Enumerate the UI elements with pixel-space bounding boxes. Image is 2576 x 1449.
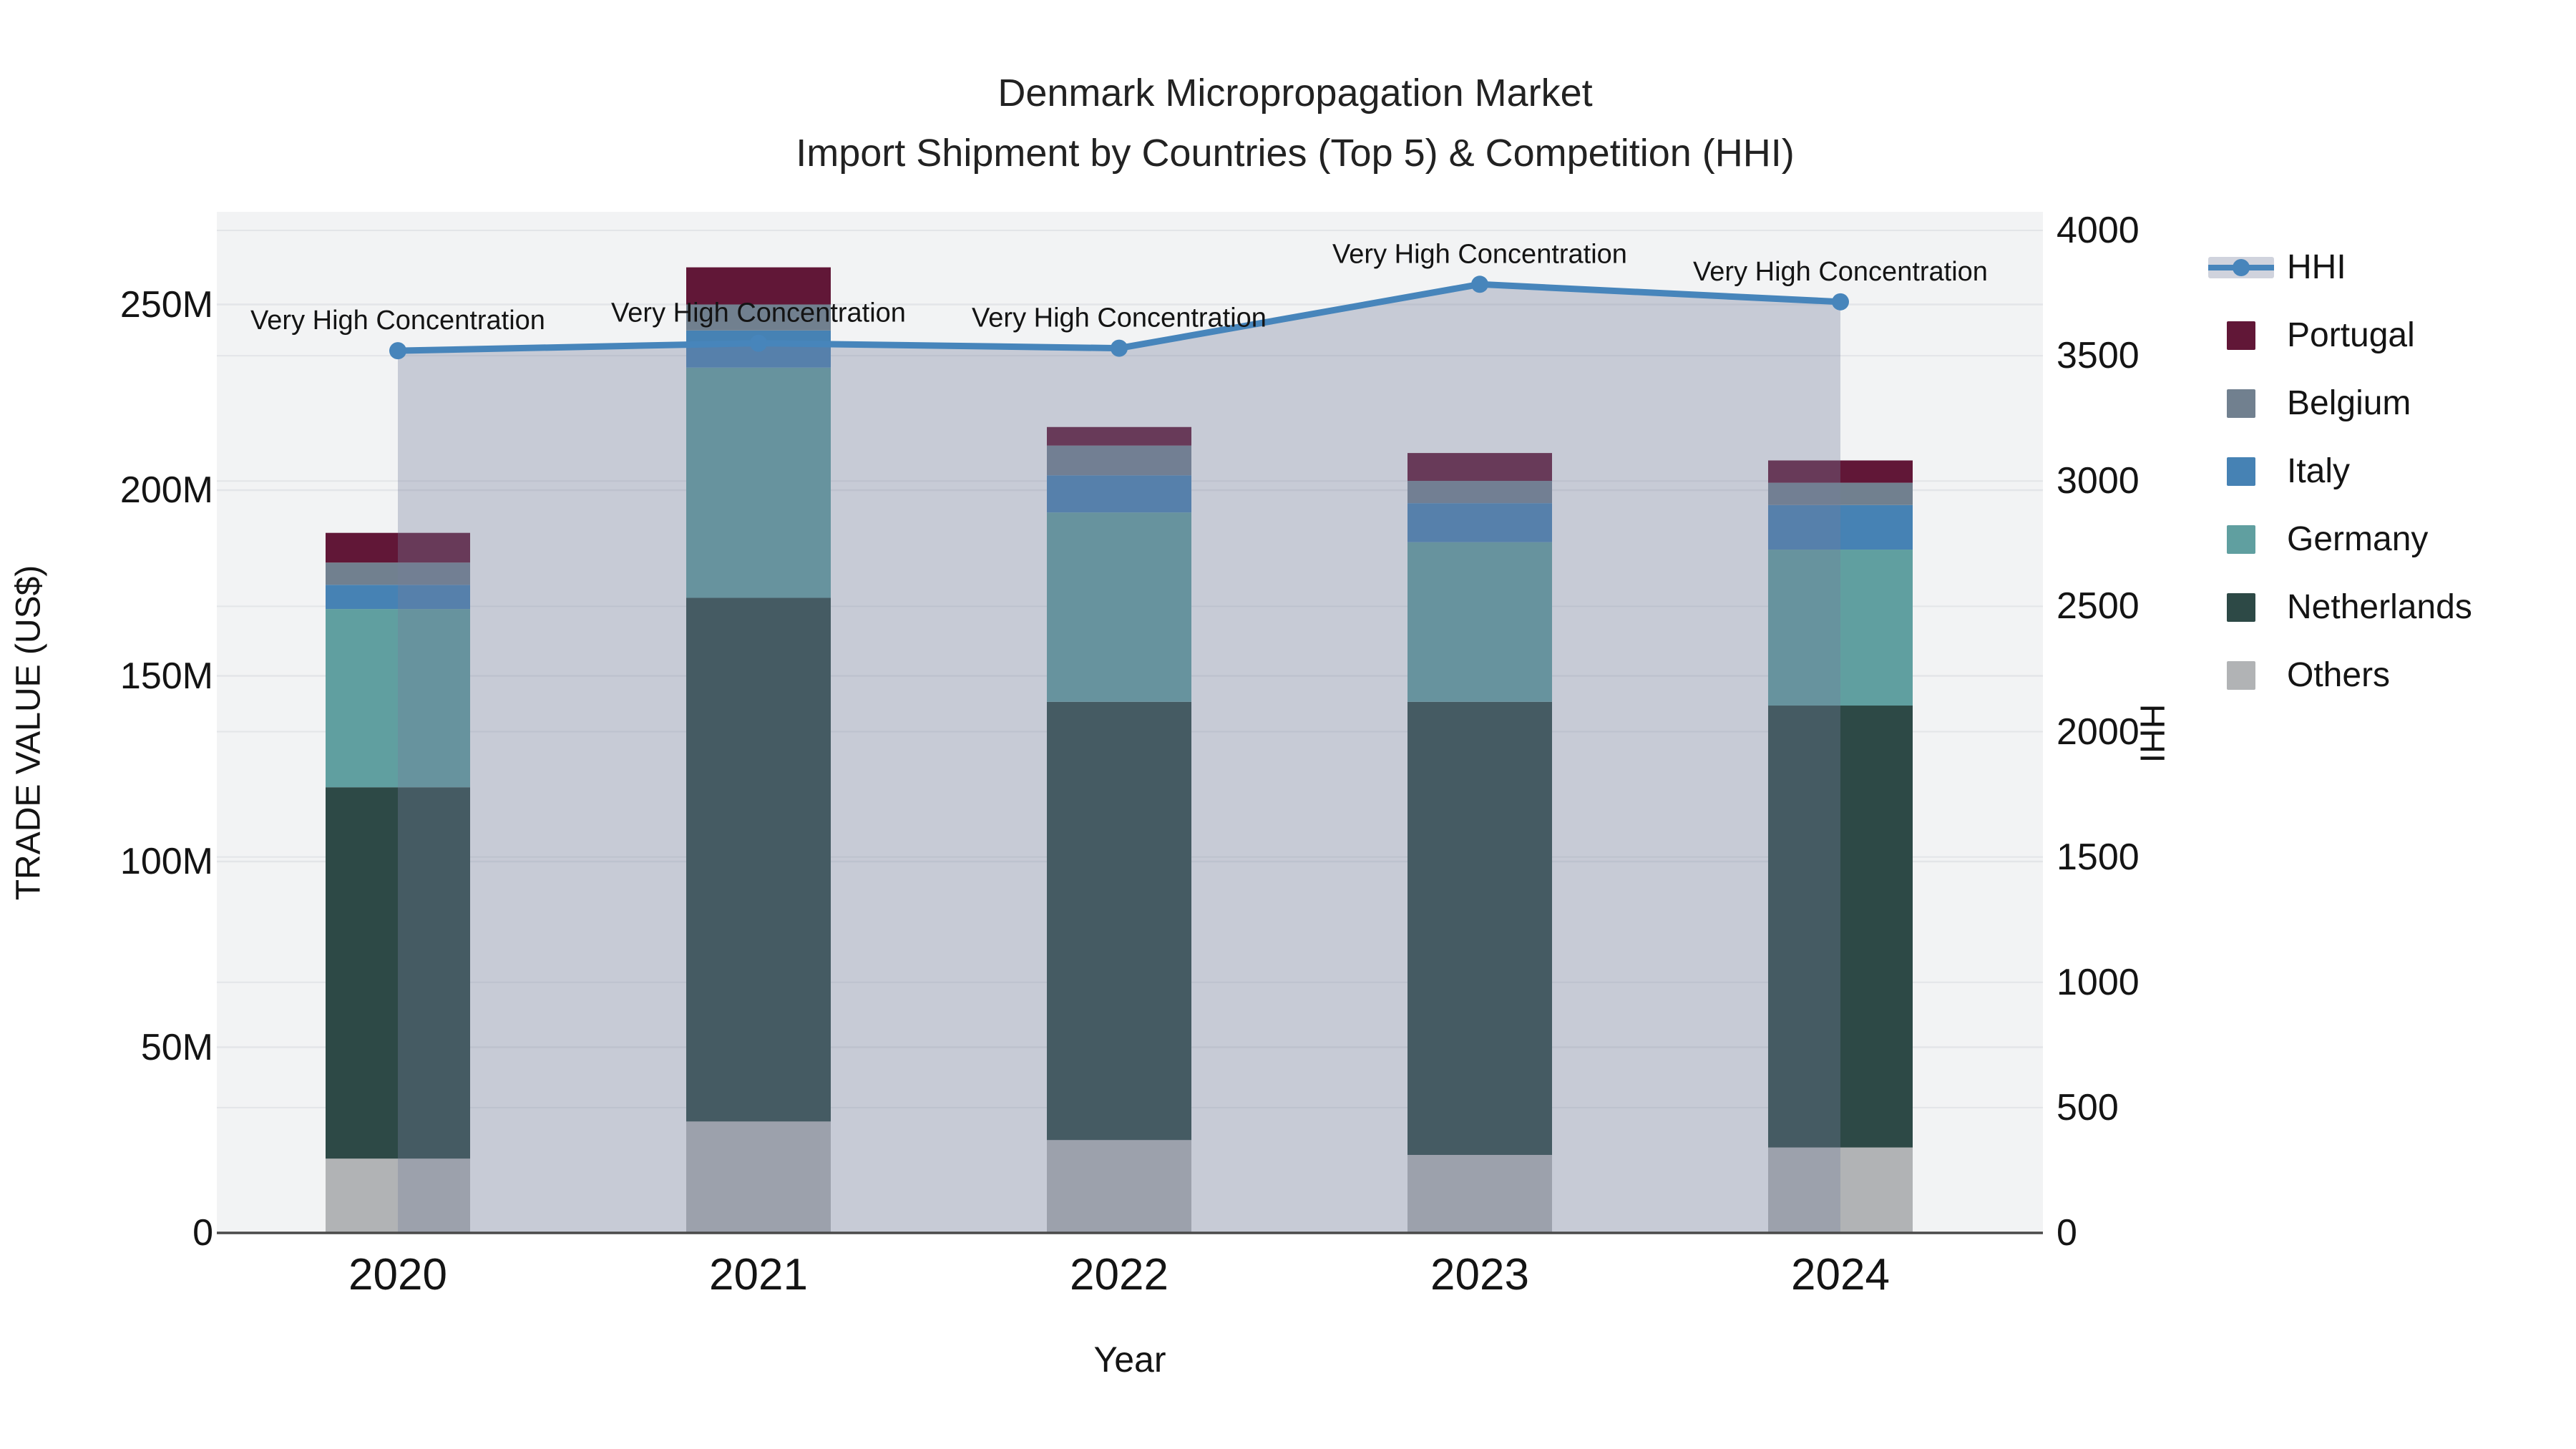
bar-2023-portugal[interactable] bbox=[1407, 453, 1552, 482]
bar-2024-italy[interactable] bbox=[1768, 504, 1913, 550]
y-right-tick-2000: 2000 bbox=[2057, 711, 2140, 753]
bar-2022-others[interactable] bbox=[1047, 1140, 1191, 1233]
bar-2024-portugal[interactable] bbox=[1768, 460, 1913, 483]
chart-title-line1: Denmark Micropropagation Market bbox=[997, 72, 1593, 114]
bar-2023-germany[interactable] bbox=[1407, 542, 1552, 702]
y-left-tick-200M: 200M bbox=[119, 469, 213, 511]
hhi-marker-2023[interactable] bbox=[1471, 275, 1488, 293]
legend-label-italy: Italy bbox=[2287, 452, 2351, 490]
legend-label-hhi: HHI bbox=[2287, 248, 2346, 286]
legend-label-others: Others bbox=[2287, 656, 2391, 694]
bar-2021-belgium[interactable] bbox=[686, 304, 831, 331]
x-tick-2021: 2021 bbox=[709, 1250, 808, 1299]
hhi-area-fill bbox=[398, 284, 1840, 1233]
annotation-2020: Very High Concentration bbox=[250, 306, 545, 336]
bar-2020-germany[interactable] bbox=[326, 609, 470, 788]
y-right-tick-3500: 3500 bbox=[2057, 335, 2140, 377]
annotation-2022: Very High Concentration bbox=[972, 303, 1267, 333]
bar-2024-others[interactable] bbox=[1768, 1147, 1913, 1233]
y-right-tick-0: 0 bbox=[2057, 1212, 2077, 1254]
legend-label-portugal: Portugal bbox=[2287, 316, 2415, 354]
legend-item-belgium[interactable]: Belgium bbox=[2208, 369, 2472, 437]
y-axis-left-title: TRADE VALUE (US$) bbox=[9, 565, 48, 901]
bar-2022-germany[interactable] bbox=[1047, 512, 1191, 702]
hhi-marker-2022[interactable] bbox=[1111, 339, 1128, 357]
legend-item-portugal[interactable]: Portugal bbox=[2208, 301, 2472, 369]
bar-2021-netherlands[interactable] bbox=[686, 597, 831, 1122]
bar-2023-others[interactable] bbox=[1407, 1155, 1552, 1233]
chart-title: Denmark Micropropagation Market Import S… bbox=[0, 63, 2576, 183]
legend-color-swatch-icon bbox=[2208, 592, 2274, 622]
annotation-2021: Very High Concentration bbox=[611, 298, 906, 328]
legend-label-germany: Germany bbox=[2287, 520, 2429, 558]
bar-2022-netherlands[interactable] bbox=[1047, 701, 1191, 1141]
y-right-tick-4000: 4000 bbox=[2057, 210, 2140, 251]
legend-item-others[interactable]: Others bbox=[2208, 641, 2472, 709]
legend-color-swatch-icon bbox=[2208, 457, 2274, 486]
bar-2024-germany[interactable] bbox=[1768, 550, 1913, 706]
bar-2022-italy[interactable] bbox=[1047, 475, 1191, 513]
hhi-marker-2020[interactable] bbox=[389, 342, 406, 360]
legend: HHI Portugal Belgium Italy Germany Netherland… bbox=[2208, 233, 2472, 709]
x-tick-2024: 2024 bbox=[1791, 1250, 1890, 1299]
bar-2023-belgium[interactable] bbox=[1407, 481, 1552, 504]
hhi-marker-2024[interactable] bbox=[1832, 293, 1849, 311]
legend-item-hhi[interactable]: HHI bbox=[2208, 233, 2472, 301]
bar-2020-belgium[interactable] bbox=[326, 562, 470, 585]
bar-2023-netherlands[interactable] bbox=[1407, 701, 1552, 1156]
y-right-tick-1000: 1000 bbox=[2057, 961, 2140, 1003]
bar-2021-portugal[interactable] bbox=[686, 267, 831, 305]
legend-label-netherlands: Netherlands bbox=[2287, 588, 2472, 626]
y-right-tick-1500: 1500 bbox=[2057, 836, 2140, 878]
y-left-tick-0: 0 bbox=[192, 1212, 213, 1254]
y-left-tick-100M: 100M bbox=[119, 841, 213, 882]
bar-2022-portugal[interactable] bbox=[1047, 426, 1191, 446]
y-left-tick-150M: 150M bbox=[119, 655, 213, 697]
y-right-tick-3000: 3000 bbox=[2057, 460, 2140, 502]
legend-color-swatch-icon bbox=[2208, 389, 2274, 418]
legend-item-germany[interactable]: Germany bbox=[2208, 505, 2472, 573]
y-left-tick-50M: 50M bbox=[140, 1026, 213, 1068]
x-tick-2020: 2020 bbox=[348, 1250, 447, 1299]
chart-title-line2: Import Shipment by Countries (Top 5) & C… bbox=[796, 132, 1795, 175]
bar-2024-netherlands[interactable] bbox=[1768, 706, 1913, 1148]
bar-2020-portugal[interactable] bbox=[326, 532, 470, 563]
hhi-marker-2021[interactable] bbox=[750, 334, 767, 352]
legend-color-swatch-icon bbox=[2208, 660, 2274, 690]
y-right-tick-500: 500 bbox=[2057, 1086, 2119, 1128]
legend-label-belgium: Belgium bbox=[2287, 384, 2411, 422]
bar-2023-italy[interactable] bbox=[1407, 503, 1552, 542]
bar-2020-italy[interactable] bbox=[326, 585, 470, 610]
x-axis-title: Year bbox=[1093, 1340, 1166, 1380]
bar-2024-belgium[interactable] bbox=[1768, 482, 1913, 505]
bar-2021-others[interactable] bbox=[686, 1121, 831, 1233]
bar-2021-germany[interactable] bbox=[686, 367, 831, 598]
x-tick-2022: 2022 bbox=[1070, 1250, 1169, 1299]
y-axis-right-title: HHI bbox=[2132, 703, 2171, 763]
y-right-tick-2500: 2500 bbox=[2057, 585, 2140, 628]
plot-svg: Very High Concentration Very High Concent… bbox=[217, 230, 2043, 1234]
x-tick-2023: 2023 bbox=[1430, 1250, 1529, 1299]
legend-color-swatch-icon bbox=[2208, 525, 2274, 554]
bar-2020-netherlands[interactable] bbox=[326, 787, 470, 1159]
legend-item-italy[interactable]: Italy bbox=[2208, 437, 2472, 505]
annotation-2024: Very High Concentration bbox=[1693, 257, 1988, 287]
bar-2020-others[interactable] bbox=[326, 1158, 470, 1233]
legend-color-swatch-icon bbox=[2208, 321, 2274, 350]
legend-item-netherlands[interactable]: Netherlands bbox=[2208, 573, 2472, 641]
annotation-2023: Very High Concentration bbox=[1332, 239, 1627, 269]
y-left-tick-250M: 250M bbox=[119, 283, 213, 326]
bar-2022-belgium[interactable] bbox=[1047, 445, 1191, 476]
hhi-line-swatch-icon bbox=[2208, 256, 2274, 278]
